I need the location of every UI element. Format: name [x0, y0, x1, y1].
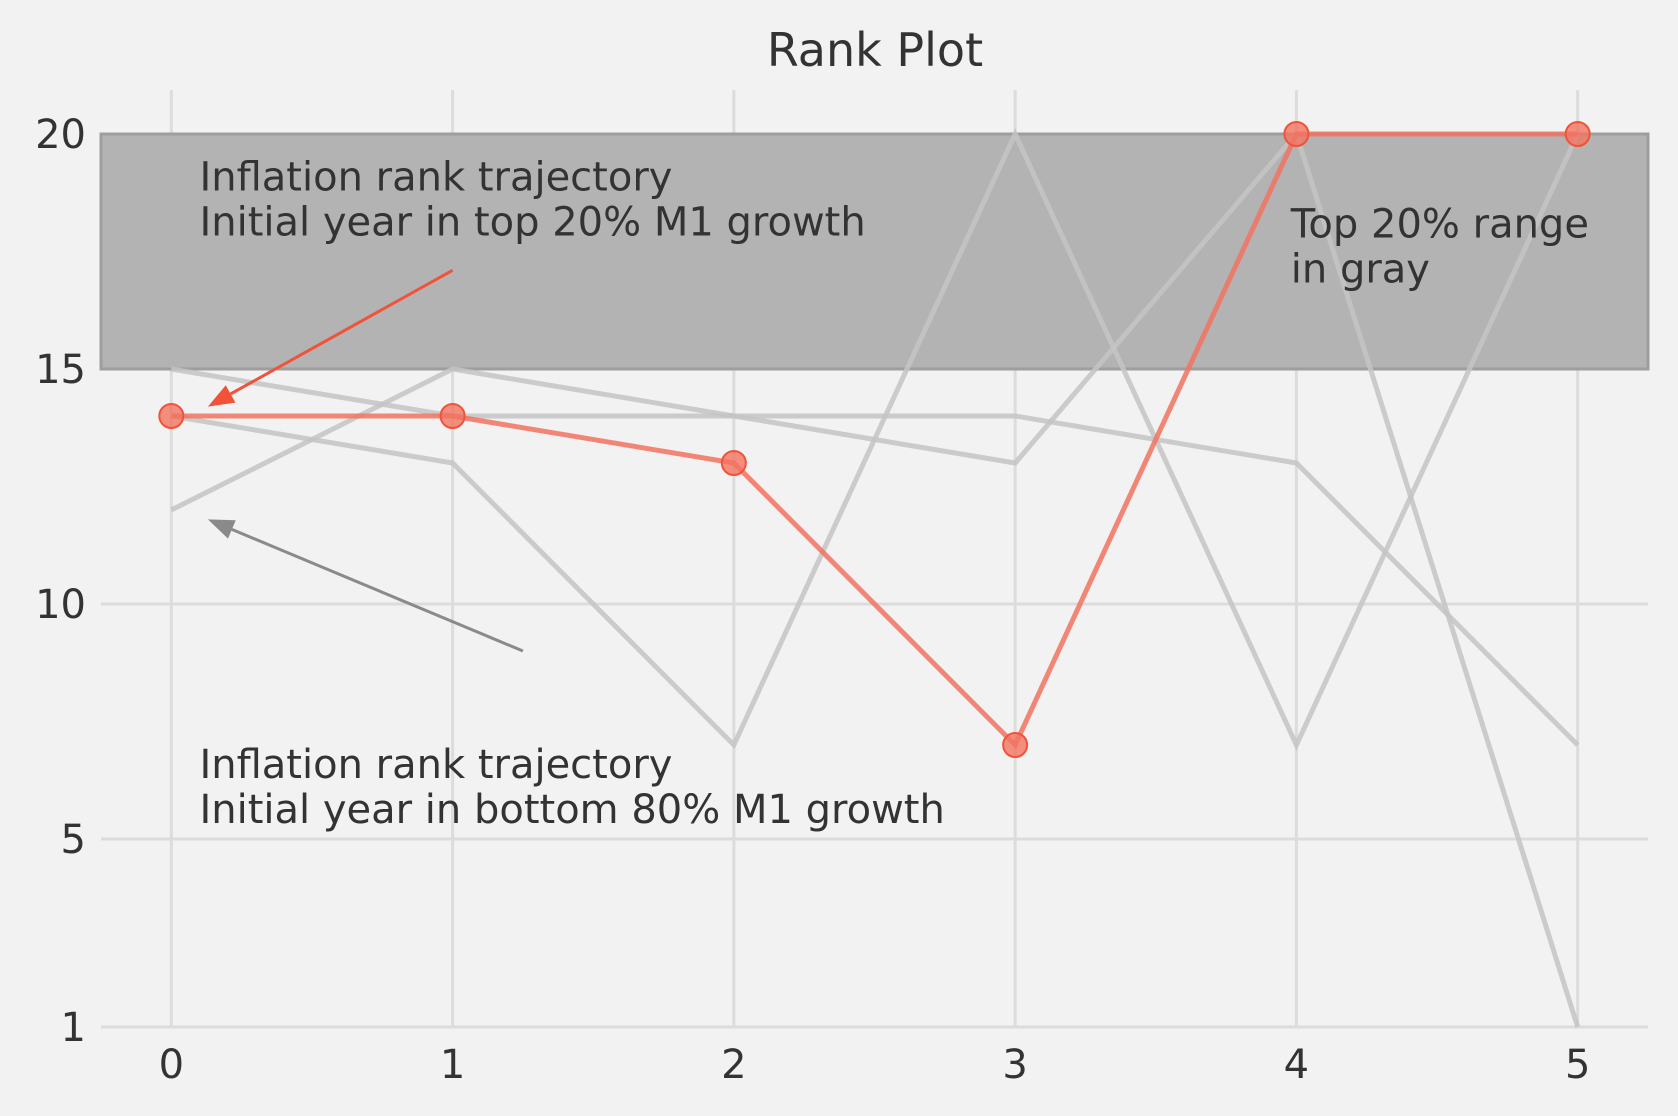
- x-tick-label: 2: [721, 1042, 746, 1088]
- annotation-text: Initial year in top 20% M1 growth: [199, 199, 865, 245]
- background-series-line: [170, 366, 1580, 747]
- highlight-data-point: [439, 403, 466, 429]
- annotation-text: Inflation rank trajectory: [199, 742, 672, 788]
- highlight-data-point: [1564, 121, 1591, 147]
- top-range-band: [99, 132, 1650, 371]
- x-tick-label: 4: [1284, 1042, 1309, 1088]
- x-tick-label: 0: [159, 1042, 184, 1088]
- background-series-line: [170, 128, 1581, 1028]
- x-tick-label: 1: [440, 1042, 465, 1088]
- y-tick-label: 20: [35, 112, 86, 158]
- annotation-arrow-head: [207, 519, 236, 539]
- highlight-data-point: [1283, 121, 1310, 147]
- highlight-data-point: [1002, 732, 1029, 758]
- series-markers: [158, 121, 1591, 758]
- y-tick-label: 15: [35, 347, 86, 393]
- highlight-series-line: [171, 131, 1578, 750]
- chart-title: Rank Plot: [767, 23, 983, 77]
- annotation-arrow-shaft: [231, 528, 524, 653]
- y-tick-label: 5: [61, 817, 86, 863]
- annotation-text: Inflation rank trajectory: [199, 154, 672, 200]
- x-tick-label: 5: [1565, 1042, 1590, 1088]
- annotation-arrow-shaft: [229, 268, 454, 396]
- x-tick-label: 3: [1002, 1042, 1027, 1088]
- top-20pct-band: [99, 132, 1650, 371]
- annotation-text: Top 20% range: [1290, 201, 1589, 247]
- y-tick-label: 10: [35, 582, 86, 628]
- annotation-text: Initial year in bottom 80% M1 growth: [199, 787, 944, 833]
- series-lines: [170, 128, 1581, 1028]
- highlight-data-point: [158, 403, 185, 429]
- y-tick-label: 1: [61, 1005, 86, 1051]
- annotation-text: in gray: [1291, 246, 1430, 292]
- annotation-arrow-head: [207, 385, 236, 407]
- highlight-data-point: [720, 450, 747, 476]
